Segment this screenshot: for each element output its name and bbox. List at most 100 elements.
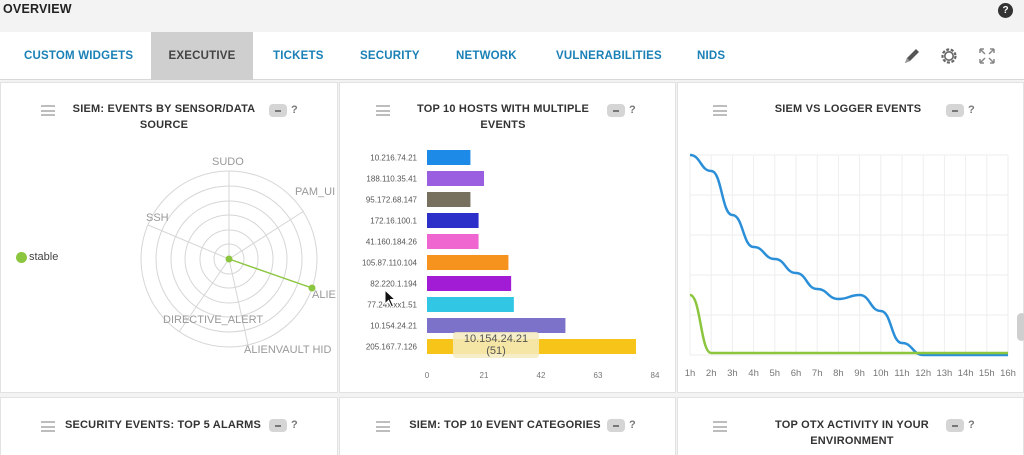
radar-label: SSH	[146, 212, 169, 224]
drag-handle-icon[interactable]	[713, 421, 727, 432]
x-tick-label: 21	[480, 371, 489, 380]
tab-tickets[interactable]: TICKETS	[273, 50, 324, 62]
minimize-button[interactable]	[269, 104, 287, 117]
host-bar	[427, 171, 484, 186]
widget-help-button[interactable]: ?	[291, 104, 298, 116]
minimize-button[interactable]	[946, 104, 964, 117]
x-tick-label: 84	[651, 371, 660, 380]
drag-handle-icon[interactable]	[713, 105, 727, 116]
radar-label: SUDO	[212, 156, 244, 168]
widget-help-button[interactable]: ?	[291, 419, 298, 431]
gear-icon[interactable]	[937, 44, 961, 68]
series-line	[689, 153, 1008, 357]
x-tick-label: 1h	[685, 368, 696, 379]
x-tick-label: 13h	[936, 368, 952, 379]
widget-help-button[interactable]: ?	[968, 104, 975, 116]
x-tick-label: 63	[594, 371, 603, 380]
x-tick-label: 0	[425, 371, 430, 380]
x-tick-label: 4h	[748, 368, 759, 379]
x-tick-label: 3h	[727, 368, 738, 379]
x-tick-label: 12h	[915, 368, 931, 379]
x-tick-label: 8h	[833, 368, 844, 379]
legend-dot	[16, 252, 27, 263]
logger-line-chart: 1h 2h 3h 4h 5h 6h 7h 8h 9h 10h 11h 12h 13h 14h 15h 16h	[685, 153, 1016, 379]
tab-vulnerabilities[interactable]: VULNERABILITIES	[556, 50, 662, 62]
radar-chart	[140, 170, 318, 348]
host-label: 41.160.184.26	[366, 238, 418, 247]
tooltip-label: 10.154.24.21	[463, 333, 529, 345]
help-icon[interactable]: ?	[998, 3, 1013, 18]
series-line	[689, 293, 1008, 355]
drag-handle-icon[interactable]	[376, 105, 390, 116]
tab-security[interactable]: SECURITY	[360, 50, 420, 62]
minimize-button[interactable]	[607, 104, 625, 117]
widget-title: SIEM: EVENTS BY SENSOR/DATA SOURCE	[72, 103, 256, 131]
tab-executive[interactable]: EXECUTIVE	[151, 32, 253, 80]
radar-label: ALIE	[312, 289, 336, 301]
host-label: 95.172.68.147	[366, 196, 418, 205]
x-tick-label: 15h	[979, 368, 995, 379]
host-bar	[427, 213, 479, 228]
widget-top-hosts: TOP 10 HOSTS WITH MULTIPLE EVENTS ? 10.2…	[339, 82, 676, 393]
widget-title: TOP 10 HOSTS WITH MULTIPLE EVENTS	[416, 103, 590, 131]
host-bar	[427, 255, 509, 270]
drag-handle-icon[interactable]	[376, 421, 390, 432]
host-label: 172.16.100.1	[370, 217, 417, 226]
x-tick-label: 10h	[873, 368, 889, 379]
mouse-cursor-icon	[384, 289, 397, 308]
widget-help-button[interactable]: ?	[968, 419, 975, 431]
tab-bar: CUSTOM WIDGETS EXECUTIVE TICKETS SECURIT…	[0, 32, 1024, 80]
drag-handle-icon[interactable]	[41, 105, 55, 116]
x-tick-label: 5h	[770, 368, 781, 379]
widget-event-categories: SIEM: TOP 10 EVENT CATEGORIES ?	[339, 397, 676, 455]
widget-title: TOP OTX ACTIVITY IN YOUR ENVIRONMENT	[775, 419, 929, 447]
radar-label: PAM_UI	[295, 186, 336, 198]
x-tick-label: 11h	[894, 368, 909, 379]
host-bar	[427, 192, 471, 207]
radar-label: DIRECTIVE_ALERT	[163, 314, 264, 326]
widget-otx-activity: TOP OTX ACTIVITY IN YOUR ENVIRONMENT ?	[677, 397, 1024, 455]
widget-help-button[interactable]: ?	[629, 419, 636, 431]
drag-handle-icon[interactable]	[41, 421, 55, 432]
host-bar	[427, 297, 514, 312]
x-tick-label: 14h	[958, 368, 974, 379]
host-label: 205.167.7.126	[366, 343, 418, 352]
widget-title: SECURITY EVENTS: TOP 5 ALARMS	[64, 419, 262, 431]
x-tick-label: 9h	[854, 368, 865, 379]
tab-network[interactable]: NETWORK	[456, 50, 517, 62]
host-bar	[427, 318, 566, 333]
tab-nids[interactable]: NIDS	[697, 50, 726, 62]
tab-custom-widgets[interactable]: CUSTOM WIDGETS	[24, 50, 134, 62]
host-bar	[427, 276, 512, 291]
widget-top-alarms: SECURITY EVENTS: TOP 5 ALARMS ?	[0, 397, 338, 455]
host-label: 188.110.35.41	[366, 175, 417, 184]
x-tick-label: 16h	[1000, 368, 1016, 379]
widget-events-by-sensor: SIEM: EVENTS BY SENSOR/DATA SOURCE ?	[0, 82, 338, 393]
bar-tooltip: 10.154.24.21 (51)	[453, 332, 539, 358]
widget-title: SIEM: TOP 10 EVENT CATEGORIES	[409, 419, 601, 431]
host-label: 10.216.74.21	[370, 154, 417, 163]
page-title: OVERVIEW	[3, 2, 72, 16]
scrollbar-handle[interactable]	[1017, 313, 1024, 341]
minimize-button[interactable]	[269, 419, 287, 432]
legend-label[interactable]: stable	[29, 251, 59, 263]
host-label: 10.154.24.21	[370, 322, 417, 331]
expand-icon[interactable]	[975, 44, 999, 68]
widget-help-button[interactable]: ?	[629, 104, 636, 116]
pencil-icon[interactable]	[900, 44, 924, 68]
x-tick-label: 42	[537, 371, 546, 380]
radar-label: ALIENVAULT HID	[244, 344, 332, 356]
host-label: 82.220.1.194	[370, 280, 417, 289]
x-tick-label: 2h	[706, 368, 717, 379]
host-label: 105.87.110.104	[362, 259, 418, 268]
widget-title: SIEM VS LOGGER EVENTS	[774, 103, 922, 115]
widget-siem-vs-logger: SIEM VS LOGGER EVENTS ? 1h 2h 3h 4h 5h 6h 7h 8h…	[677, 82, 1024, 393]
x-tick-label: 7h	[812, 368, 823, 379]
host-bar	[427, 150, 471, 165]
minimize-button[interactable]	[607, 419, 625, 432]
host-bar	[427, 234, 479, 249]
x-tick-label: 6h	[791, 368, 802, 379]
tooltip-value: (51)	[486, 345, 506, 357]
minimize-button[interactable]	[946, 419, 964, 432]
